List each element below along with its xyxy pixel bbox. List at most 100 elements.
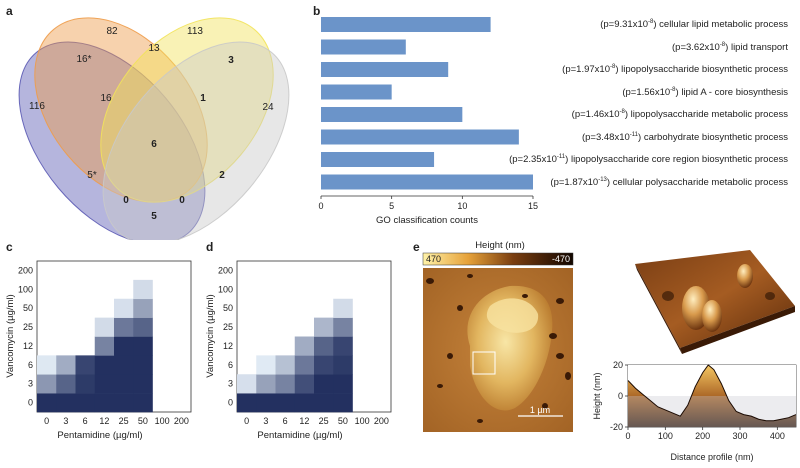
bar-x-tick-label: 15 <box>528 201 538 211</box>
heatmap-d-y-tick-label: 6 <box>228 360 233 370</box>
profile-x-tick-label: 200 <box>695 431 710 441</box>
profile-above-mask <box>628 365 796 421</box>
heatmap-c-y-tick-label: 3 <box>28 379 33 389</box>
go-term-label: (p=1.56x10-8) lipid A - core biosynthesi… <box>622 86 788 98</box>
heatmap-c-cell <box>37 393 57 413</box>
panel-letter-d: d <box>206 240 214 254</box>
heatmap-c-cell <box>133 298 153 318</box>
heatmap-c-cell <box>56 393 76 413</box>
heatmap-c-x-tick-label: 12 <box>99 416 109 426</box>
profile-y-tick-label: 20 <box>613 360 623 370</box>
afm-scalebar-label: 1 µm <box>530 405 550 415</box>
go-term-label: (p=3.48x10-11) carbohydrate biosynthetic… <box>581 131 788 143</box>
heatmap-c-cell <box>133 355 153 375</box>
venn-count-r234: 1 <box>200 93 206 104</box>
heatmap-d-x-tick-label: 12 <box>299 416 309 426</box>
bar-x-tick-label: 10 <box>457 201 467 211</box>
heatmap-c-cell <box>133 393 153 413</box>
go-term-label: (p=1.87x10-13) cellular polysaccharide m… <box>550 176 788 188</box>
heatmap-d-y-tick-label: 200 <box>218 265 233 275</box>
heatmap-d-x-tick-label: 50 <box>338 416 348 426</box>
heatmap-d-y-tick-label: 50 <box>223 303 233 313</box>
heatmap-c-y-tick-label: 50 <box>23 303 33 313</box>
heatmap-c-x-tick-label: 0 <box>44 416 49 426</box>
heatmap-c-y-tick-label: 25 <box>23 322 33 332</box>
go-bar-1 <box>321 17 491 32</box>
profile-y-tick-label: 0 <box>618 391 623 401</box>
heatmap-c-cell <box>37 355 57 375</box>
heatmap-c-y-tick-label: 6 <box>28 360 33 370</box>
bar-x-axis-label: GO classification counts <box>376 215 478 226</box>
bar-x-tick-label: 0 <box>318 201 323 211</box>
heatmap-d-cell <box>333 336 353 356</box>
heatmap-d-cell <box>237 393 257 413</box>
go-term-label: (p=3.62x10-8) lipid transport <box>672 41 788 53</box>
heatmap-c-cell <box>133 279 153 300</box>
heatmap-c-cell <box>37 374 57 394</box>
heatmap-c-y-tick-label: 200 <box>18 265 33 275</box>
venn-set-3 <box>100 17 274 203</box>
heatmap-c-cell <box>114 298 134 318</box>
heatmap-d-cell <box>275 355 296 375</box>
heatmap-c-cell <box>114 355 134 375</box>
heatmap-d-cell <box>314 355 334 375</box>
afm-2d-image: 1 µm <box>423 268 573 432</box>
heatmap-c-cell <box>133 336 153 356</box>
heatmap-c-cell <box>133 374 153 394</box>
go-bar-4 <box>321 84 392 100</box>
afm-colorbar-min: 470 <box>426 254 441 264</box>
heatmap-c-cell <box>114 317 134 337</box>
heatmap-d-y-tick-label: 25 <box>223 322 233 332</box>
afm-colorbar <box>422 252 574 266</box>
heatmap-c-cell <box>56 355 76 375</box>
go-bar-chart: 0 5 10 15 GO classification counts <box>318 17 538 226</box>
panel-letter-b: b <box>313 4 321 18</box>
heatmap-d-cell <box>333 393 353 413</box>
venn-count-r134: 5* <box>87 170 97 181</box>
profile-x-tick-label: 400 <box>770 431 785 441</box>
heatmap-c-x-tick-label: 25 <box>119 416 129 426</box>
go-bar-5 <box>321 107 463 122</box>
heatmap-d-cell <box>294 374 315 394</box>
heatmap-c-cell <box>94 374 115 394</box>
heatmap-d-cell <box>275 374 296 394</box>
heatmap-c-xlabel: Pentamidine (µg/ml) <box>57 430 142 441</box>
venn-count-r34: 3 <box>228 55 234 66</box>
heatmap-d-x-tick-label: 0 <box>244 416 249 426</box>
venn-count-r-b0: 0 <box>123 195 129 206</box>
heatmap-d-x-tick-label: 3 <box>263 416 268 426</box>
go-term-label: (p=9.31x10-8) cellular lipid metabolic p… <box>600 19 788 31</box>
profile-x-tick-label: 100 <box>658 431 673 441</box>
profile-line <box>627 364 797 422</box>
heatmap-c-x-tick-label: 200 <box>174 416 189 426</box>
afm-figure: Height (nm) 470 -470 1 µm 0 100 200 300 <box>422 240 797 462</box>
heatmap-c-cell <box>94 336 115 356</box>
panel-letter-e: e <box>413 240 420 254</box>
heatmap-c-cell <box>114 336 134 356</box>
bar-x-tick-label: 5 <box>389 201 394 211</box>
profile-ylabel: Height (nm) <box>592 372 602 419</box>
go-bar-8 <box>321 174 533 190</box>
heatmap-d-cell <box>294 336 315 356</box>
heatmap-c-x-tick-label: 100 <box>155 416 170 426</box>
heatmap-d-cell <box>294 355 315 375</box>
venn-count-r13: 16 <box>100 93 112 104</box>
heatmap-d-x-tick-label: 6 <box>283 416 288 426</box>
heatmap-c-cell <box>94 355 115 375</box>
afm-colorbar-title: Height (nm) <box>475 240 525 251</box>
heatmap-d-cell <box>275 393 296 413</box>
heatmap-d: 0 3 6 12 25 50 100 200 0 3 6 12 25 50 100 200 Pentamid… <box>205 260 392 441</box>
venn-count-only2: 82 <box>106 26 118 37</box>
heatmap-c-x-tick-label: 6 <box>83 416 88 426</box>
venn-diagram: 116 82 113 24 16* 16 13 5* 3 1 6 2 0 0 5 <box>18 17 290 240</box>
profile-area <box>628 365 796 427</box>
venn-count-only3: 113 <box>187 26 203 37</box>
heatmap-d-y-tick-label: 12 <box>223 341 233 351</box>
venn-count-r14: 5 <box>151 211 157 222</box>
heatmap-d-cell <box>256 374 276 394</box>
heatmap-d-xlabel: Pentamidine (µg/ml) <box>257 430 342 441</box>
heatmap-d-cell <box>314 336 334 356</box>
heatmap-d-cell <box>333 355 353 375</box>
heatmap-d-cell <box>256 393 276 413</box>
heatmap-c-cell <box>114 374 134 394</box>
